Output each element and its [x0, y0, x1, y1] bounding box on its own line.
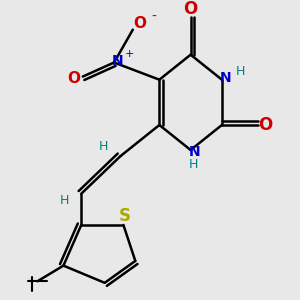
Text: O: O: [259, 116, 273, 134]
Text: N: N: [111, 54, 123, 68]
Text: H: H: [59, 194, 69, 206]
Text: H: H: [98, 140, 108, 153]
Text: -: -: [152, 10, 157, 24]
Text: O: O: [184, 0, 198, 18]
Text: O: O: [133, 16, 146, 31]
Text: N: N: [220, 71, 231, 85]
Text: +: +: [124, 49, 134, 59]
Text: S: S: [119, 207, 131, 225]
Text: N: N: [189, 145, 200, 159]
Text: H: H: [189, 158, 198, 172]
Text: H: H: [236, 65, 245, 78]
Text: O: O: [67, 70, 80, 86]
